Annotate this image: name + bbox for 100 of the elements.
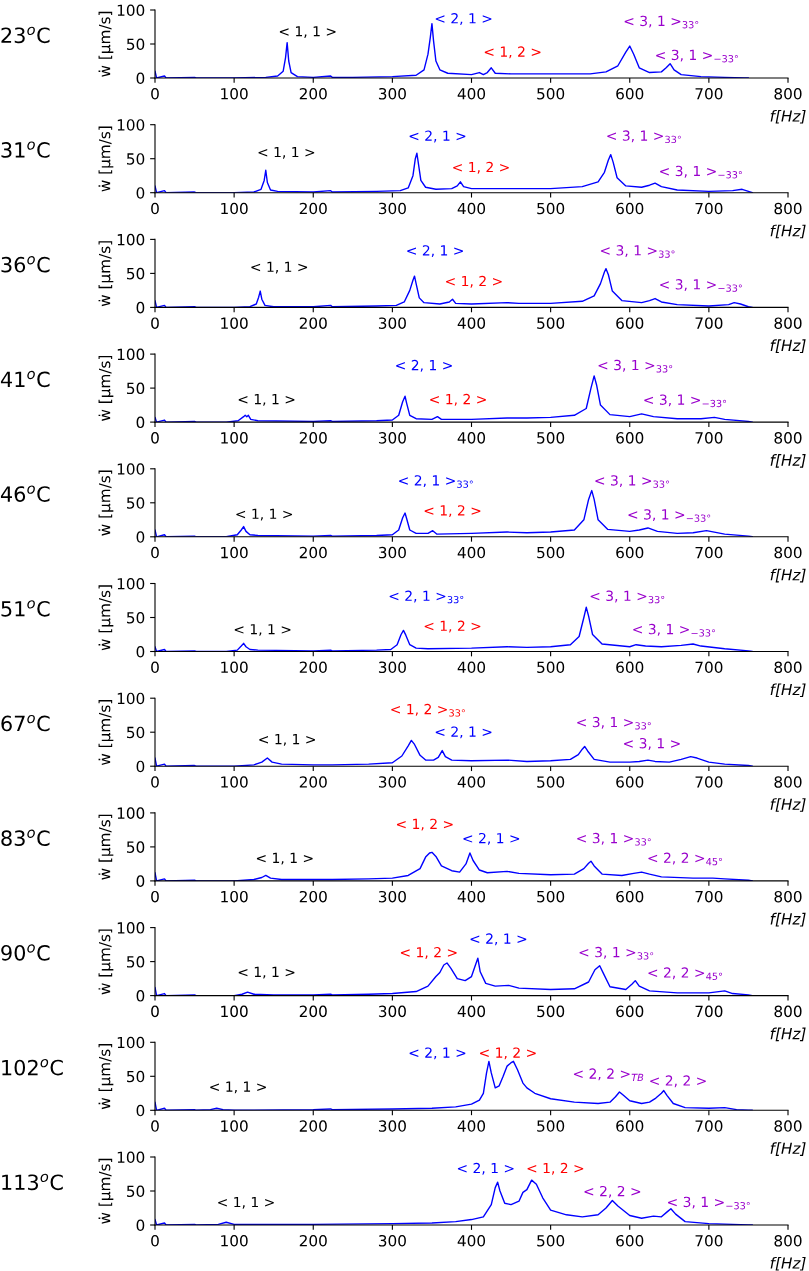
- annotation: < 2, 1 >: [409, 130, 466, 143]
- text: 51$^{o}$C: [1, 600, 50, 617]
- y-tick-label: 50: [127, 267, 145, 280]
- y-tick-label: 0: [136, 875, 145, 887]
- x-tick-label: 100: [221, 1234, 248, 1247]
- annotation: < 1, 1 >: [234, 624, 291, 636]
- x-tick-label: 500: [537, 317, 565, 329]
- y-tick-label: 0: [136, 1219, 145, 1232]
- x-tick-label: 0: [151, 202, 159, 215]
- x-tick-label: 300: [378, 1234, 406, 1247]
- annotation: < 3, 1 >$_{−33°}$: [660, 279, 742, 292]
- x-tick-label: 300: [378, 776, 406, 788]
- y-tick-label: 100: [117, 233, 145, 246]
- x-tick-label: 700: [695, 87, 723, 100]
- text: 113$^{o}$C: [2, 1173, 63, 1191]
- x-tick-label: 700: [695, 1120, 723, 1132]
- text: 41$^{o}$C: [0, 370, 50, 388]
- x-tick-label: 600: [616, 1234, 644, 1247]
- annotation: < 1, 1 >: [218, 1196, 274, 1209]
- x-tick-label: 800: [774, 432, 802, 444]
- annotation: < 2, 1 >: [435, 726, 492, 739]
- x-tick-label: 700: [695, 317, 723, 329]
- y-axis-title: ẇ [μm/s]: [98, 1044, 114, 1110]
- x-tick-label: 100: [221, 890, 248, 903]
- x-tick-label: 600: [616, 546, 644, 559]
- x-tick-label: 500: [537, 776, 565, 788]
- x-tick-label: 700: [695, 546, 723, 559]
- y-axis-title: ẇ [μm/s]: [98, 11, 114, 77]
- y-tick-label: 100: [117, 1151, 145, 1164]
- annotation: < 2, 2 >$_{45°}$: [648, 852, 722, 866]
- annotation: < 1, 2 >: [400, 946, 457, 959]
- annotation: < 3, 1 >$_{33°}$: [577, 832, 651, 846]
- x-tick-label: 200: [299, 776, 327, 788]
- x-axis-title: f[Hz]: [770, 224, 806, 239]
- annotation: < 1, 1 >: [236, 508, 293, 521]
- x-tick-label: 100: [221, 661, 248, 674]
- text: 46$^{o}$C: [0, 485, 50, 502]
- y-tick-label: 50: [127, 38, 145, 51]
- x-tick-label: 700: [695, 1005, 723, 1018]
- x-tick-label: 0: [151, 546, 159, 559]
- x-tick-label: 700: [695, 890, 723, 903]
- annotation: < 1, 1 >: [279, 26, 336, 38]
- x-tick-label: 800: [774, 890, 802, 903]
- x-tick-label: 300: [378, 202, 406, 215]
- x-tick-label: 300: [378, 1120, 406, 1132]
- x-axis-title: f[Hz]: [770, 109, 806, 124]
- x-tick-label: 300: [378, 890, 406, 903]
- x-tick-label: 0: [151, 890, 159, 903]
- annotation: < 2, 1 >: [470, 933, 527, 946]
- y-tick-label: 100: [117, 577, 145, 590]
- x-tick-label: 100: [221, 546, 248, 559]
- x-tick-label: 400: [457, 1005, 486, 1018]
- x-tick-label: 500: [537, 661, 565, 674]
- y-tick-label: 0: [136, 645, 145, 658]
- x-tick-label: 400: [457, 1120, 486, 1132]
- y-tick-label: 100: [117, 1036, 145, 1049]
- x-tick-label: 100: [221, 202, 248, 215]
- x-axis-title: f[Hz]: [770, 912, 806, 927]
- y-tick-label: 100: [117, 4, 145, 17]
- annotation: < 3, 1 >: [624, 737, 680, 750]
- y-axis-title: ẇ [μm/s]: [98, 814, 114, 880]
- annotation: < 3, 1 >$_{33°}$: [624, 15, 699, 29]
- x-axis-title: f[Hz]: [770, 1027, 806, 1042]
- x-tick-label: 400: [457, 317, 486, 329]
- line-series: [155, 606, 754, 652]
- x-axis-title: f[Hz]: [770, 454, 806, 468]
- y-tick-label: 100: [117, 119, 145, 131]
- x-tick-label: 500: [537, 432, 565, 444]
- x-tick-label: 200: [299, 317, 327, 329]
- x-tick-label: 600: [616, 1005, 644, 1018]
- x-axis-title: f[Hz]: [770, 1142, 806, 1156]
- x-tick-label: 300: [378, 87, 406, 100]
- x-tick-label: 0: [151, 776, 159, 788]
- x-tick-label: 700: [695, 1234, 723, 1247]
- y-axis-title: ẇ [μm/s]: [98, 585, 114, 651]
- x-tick-label: 200: [299, 432, 327, 444]
- x-tick-label: 400: [457, 1234, 486, 1247]
- x-tick-label: 0: [151, 432, 159, 444]
- x-tick-label: 200: [299, 1234, 327, 1247]
- annotation: < 1, 1 >: [258, 146, 315, 159]
- annotation: < 1, 2 >: [527, 1162, 584, 1175]
- text: 36$^{o}$C: [1, 256, 50, 273]
- y-tick-label: 0: [136, 531, 145, 543]
- x-tick-label: 200: [299, 1120, 327, 1132]
- annotation: < 2, 1 >: [407, 245, 463, 258]
- y-tick-label: 0: [136, 301, 145, 314]
- x-tick-label: 600: [616, 776, 644, 788]
- annotation: < 2, 1 >: [396, 359, 452, 372]
- y-axis-title: ẇ [μm/s]: [98, 126, 114, 192]
- x-tick-label: 400: [457, 432, 486, 444]
- y-tick-label: 50: [127, 153, 145, 165]
- text: 31$^{o}$C: [1, 141, 50, 158]
- x-tick-label: 400: [457, 202, 486, 215]
- x-axis-title: f[Hz]: [770, 1256, 806, 1271]
- text: 102$^{o}$C: [2, 1059, 63, 1076]
- annotation: < 3, 1 >$_{33°}$: [577, 716, 651, 730]
- text: 83$^{o}$C: [1, 829, 50, 847]
- x-tick-label: 200: [299, 202, 327, 215]
- annotation: < 3, 1 >$_{33°}$: [598, 359, 673, 373]
- y-tick-label: 50: [127, 726, 145, 739]
